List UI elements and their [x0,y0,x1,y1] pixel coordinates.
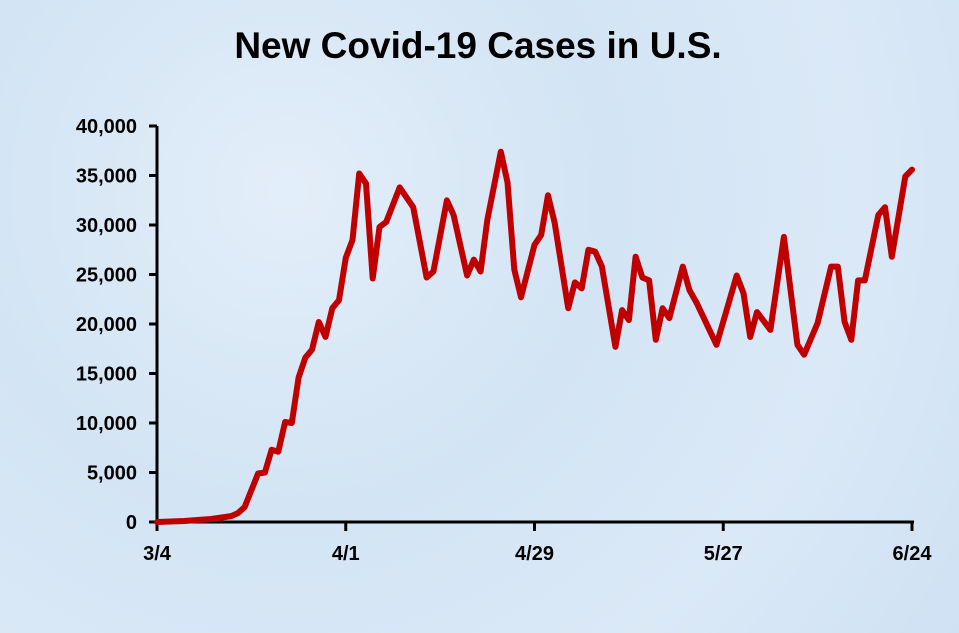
y-tick-label: 40,000 [76,116,137,138]
chart-title: New Covid-19 Cases in U.S. [234,25,721,66]
x-tick-label: 6/24 [893,543,933,565]
y-tick-label: 30,000 [76,215,137,237]
axes: 0 5,000 10,000 15,000 20,000 25,000 30,000 35,0… [76,116,933,565]
y-tick-label: 35,000 [76,166,137,188]
y-tick-label: 0 [126,512,137,534]
series-layer [154,148,915,525]
series-line [154,148,915,525]
y-tick-label: 20,000 [76,314,137,336]
y-tick-label: 5,000 [87,463,137,485]
x-tick-label: 4/1 [332,543,360,565]
y-tick-label: 10,000 [76,413,137,435]
x-tick-label: 4/29 [515,543,554,565]
y-tick-label: 25,000 [76,265,137,287]
y-tick-label: 15,000 [76,364,137,386]
x-tick-label: 3/4 [143,543,172,565]
x-tick-label: 5/27 [704,543,743,565]
